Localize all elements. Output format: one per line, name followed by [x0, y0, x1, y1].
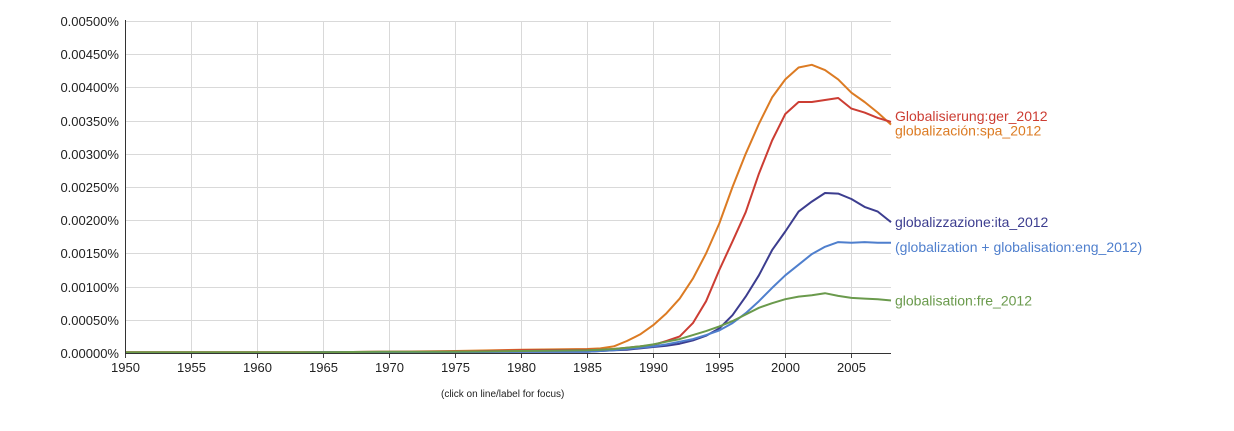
y-tick-label: 0.00350% — [60, 114, 119, 129]
x-tick-label: 2000 — [771, 360, 800, 375]
x-tick-label: 1955 — [177, 360, 206, 375]
series-line-0[interactable] — [125, 63, 892, 354]
series-label-4[interactable]: globalisation:fre_2012 — [895, 293, 1032, 309]
series-label-0[interactable]: globalización:spa_2012 — [895, 123, 1042, 139]
y-tick-label: 0.00400% — [60, 80, 119, 95]
x-tick-label: 1990 — [639, 360, 668, 375]
series-line-2[interactable] — [125, 192, 892, 354]
y-tick-label: 0.00300% — [60, 147, 119, 162]
y-tick-label: 0.00100% — [60, 280, 119, 295]
y-tick-label: 0.00150% — [60, 246, 119, 261]
x-tick-label: 1975 — [441, 360, 470, 375]
x-tick-label: 1965 — [309, 360, 338, 375]
y-tick-label: 0.00050% — [60, 313, 119, 328]
y-tick-label: 0.00500% — [60, 14, 119, 29]
series-line-1[interactable] — [125, 97, 892, 354]
series-line-4[interactable] — [125, 292, 892, 354]
x-tick-label: 1950 — [111, 360, 140, 375]
series-label-1[interactable]: Globalisierung:ger_2012 — [895, 108, 1048, 124]
y-tick-label: 0.00450% — [60, 47, 119, 62]
focus-hint: (click on line/label for focus) — [441, 389, 565, 400]
series-label-3[interactable]: (globalization + globalisation:eng_2012) — [895, 239, 1142, 255]
x-tick-label: 2005 — [837, 360, 866, 375]
x-tick-label: 1995 — [705, 360, 734, 375]
series-line-3[interactable] — [125, 241, 891, 354]
y-tick-label: 0.00200% — [60, 213, 119, 228]
series-label-2[interactable]: globalizzazione:ita_2012 — [895, 214, 1049, 230]
x-tick-label: 1980 — [507, 360, 536, 375]
x-tick-label: 1985 — [573, 360, 602, 375]
x-tick-label: 1970 — [375, 360, 404, 375]
y-tick-label: 0.00000% — [60, 346, 119, 361]
y-tick-label: 0.00250% — [60, 180, 119, 195]
x-tick-label: 1960 — [243, 360, 272, 375]
